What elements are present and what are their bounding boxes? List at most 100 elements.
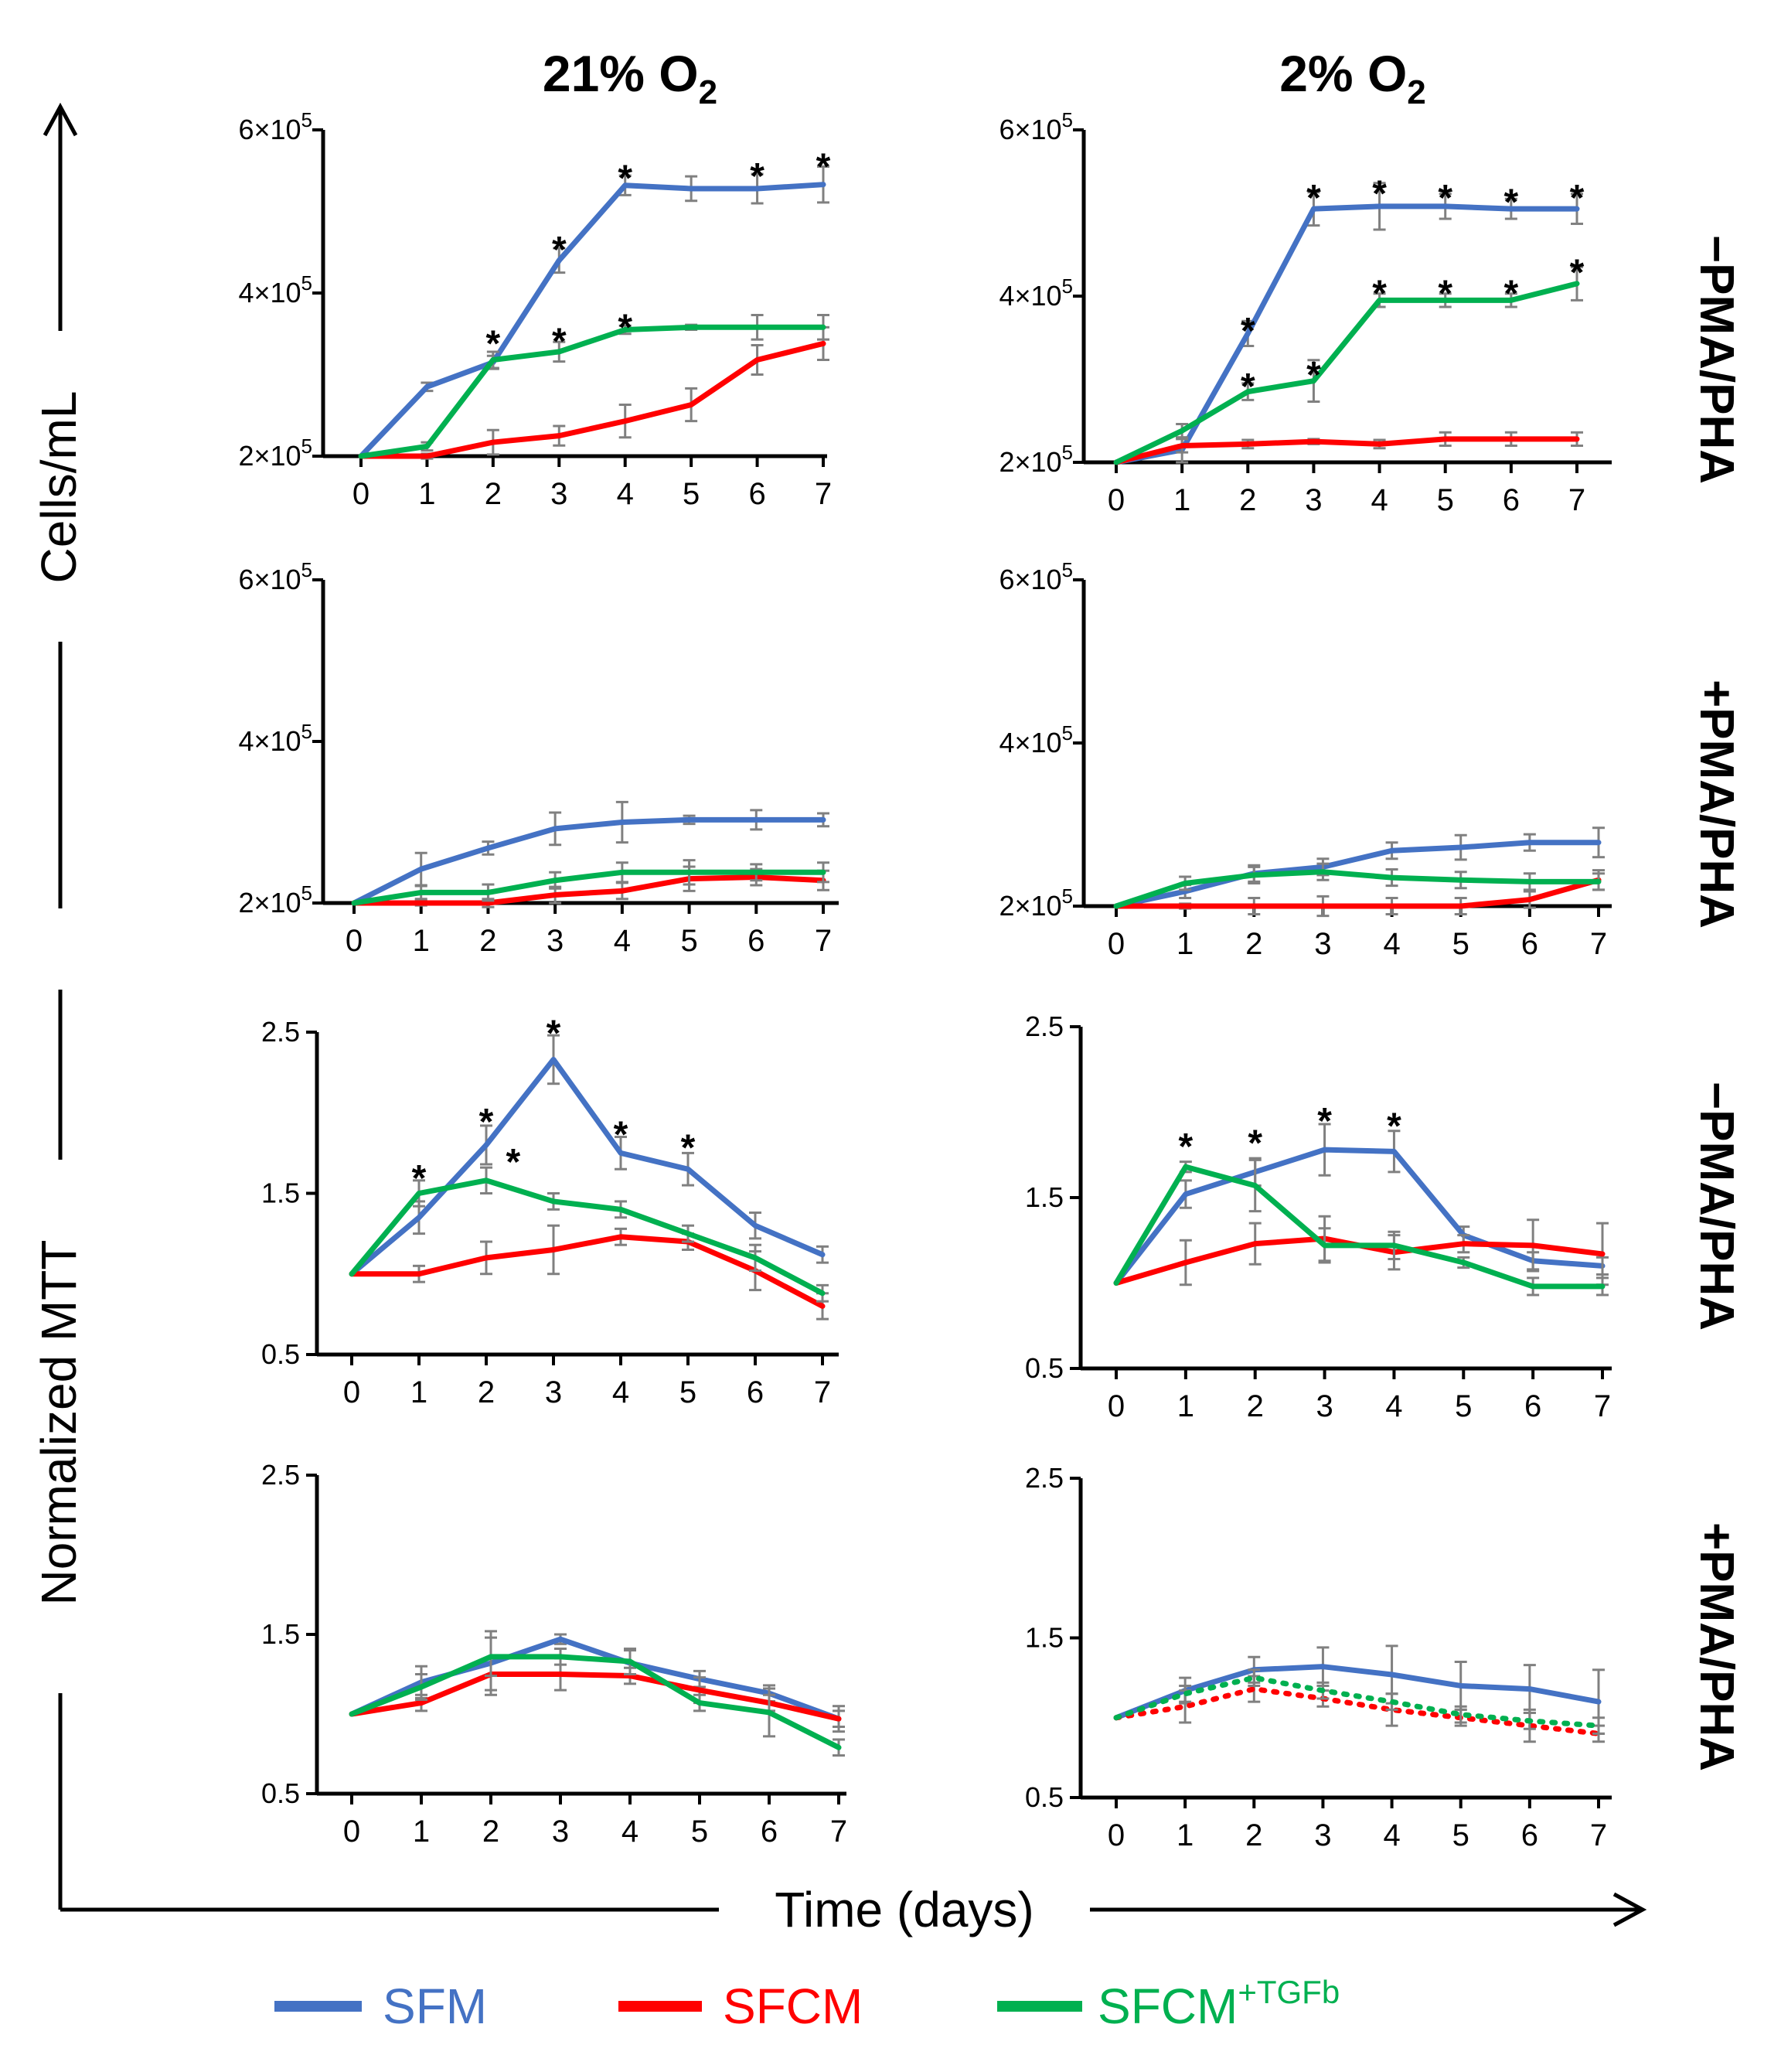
x-tick-label: 4 [1385,1389,1402,1423]
panel-d: 2×105 4×105 6×105 0 1 2 3 4 5 6 7 [999,558,1612,961]
significance-star: * [1504,182,1519,223]
series-sfcm-tgfb [349,1166,829,1303]
x-tick-label: 5 [1452,927,1469,961]
column-title-21-o2: 21% O2 [543,45,717,111]
x-tick-label: 0 [1108,1389,1125,1423]
line-sfm [1113,1147,1606,1286]
x-tick-label: 7 [1594,1389,1611,1423]
x-tick-label: 2 [1245,1818,1262,1852]
significance-star: * [1438,274,1452,315]
x-tick-label: 2 [479,924,496,958]
line-sfm [1113,840,1602,909]
y-tick-label: 4×105 [999,274,1073,312]
series-sfcm [1113,869,1605,918]
series-sfcm-tgfb [1113,1158,1609,1297]
significance-star: * [1241,366,1255,407]
x-tick-label: 6 [1524,1389,1541,1423]
significance-star: * [552,230,567,271]
significance-star: * [506,1142,520,1183]
y-tick-label: 2.5 [1025,1010,1064,1042]
x-tick-label: 1 [1177,1389,1194,1423]
panel-h: 0.5 1.5 2.5 0 1 2 3 4 5 6 7 [1025,1462,1612,1852]
column-title-2-o2: 2% O2 [1279,45,1426,111]
legend-label-sfm: SFM [383,1978,487,2034]
x-tick-label: 3 [1305,483,1322,517]
y-tick-label: 6×105 [238,558,312,595]
x-tick-label: 5 [691,1815,708,1849]
x-tick-label: 2 [1239,483,1256,517]
series-sfcm-tgfb [1113,265,1583,465]
row-label-3: −PMA/PHA [1690,1082,1743,1331]
significance-star: * [1570,178,1585,219]
x-tick-label: 4 [614,924,631,958]
y-tick-label: 2×105 [238,435,312,472]
series-sfcm-tgfb [349,1636,845,1757]
significance-star: * [618,158,632,199]
series-sfcm [1113,1215,1609,1286]
line-sfm [349,1056,826,1277]
x-tick-label: 7 [1590,1818,1607,1852]
panel-a: 2×105 4×105 6×105 0 1 2 3 4 5 6 7 * * * * * * * [238,108,832,511]
x-tick-label: 1 [418,477,435,511]
x-tick-label: 0 [343,1375,360,1409]
significance-star: * [750,156,765,197]
x-tick-label: 4 [1371,483,1388,517]
y-tick-label: 1.5 [1025,1181,1064,1213]
x-tick-label: 7 [1590,927,1607,961]
series-sfm [1113,182,1583,465]
y-tick-label: 1.5 [261,1177,300,1209]
line-sfcm [1113,436,1580,465]
series-sfcm-tgfb [1113,1668,1605,1735]
significance-star: * [1570,253,1585,294]
significance-star: * [1372,174,1387,215]
line-sfcm-tgfb [349,1654,842,1750]
x-tick-label: 0 [346,924,363,958]
x-tick-label: 6 [747,1375,764,1409]
x-tick-label: 6 [748,477,765,511]
x-tick-label: 1 [413,924,430,958]
x-tick-label: 7 [830,1815,847,1849]
x-tick-label: 3 [545,1375,562,1409]
significance-star: * [614,1115,628,1156]
y-tick-label: 4×105 [238,720,312,757]
y-tick-label: 0.5 [1025,1781,1064,1813]
line-sfcm [358,340,826,459]
x-tick-label: 2 [482,1815,499,1849]
panel-f: 0.5 1.5 2.5 0 1 2 3 4 5 6 7 * * * * [1025,1010,1612,1423]
x-tick-label: 3 [1316,1389,1333,1423]
y-tick-label: 6×105 [238,108,312,145]
x-tick-label: 0 [1108,483,1125,517]
series-sfcm-tgfb [358,313,829,459]
line-sfcm [1113,1686,1602,1736]
x-tick-label: 5 [1437,483,1454,517]
line-sfm [351,816,826,906]
significance-star: * [1241,311,1255,352]
significance-star: * [618,307,632,348]
x-tick-label: 5 [683,477,700,511]
x-tick-label: 0 [343,1815,360,1849]
significance-star: * [1248,1123,1262,1164]
significance-star: * [1306,178,1321,219]
chart-panels: 2×105 4×105 6×105 0 1 2 3 4 5 6 7 * * * * * * * 2×105 4×105… [238,108,1612,1852]
x-tick-label: 1 [413,1815,430,1849]
line-sfcm-tgfb [349,1177,826,1297]
x-axis-title: Time (days) [775,1882,1034,1937]
significance-star: * [1317,1101,1332,1142]
line-sfcm-tgfb [1113,869,1602,909]
panel-c: 2×105 4×105 6×105 0 1 2 3 4 5 6 7 [238,558,839,958]
y-tick-label: 2.5 [261,1016,300,1048]
y-tick-label: 2.5 [261,1459,300,1491]
x-tick-label: 1 [1177,927,1194,961]
x-tick-label: 5 [1455,1389,1472,1423]
significance-star: * [479,1102,494,1143]
x-tick-label: 0 [1108,927,1125,961]
x-tick-label: 5 [1452,1818,1469,1852]
y-tick-label: 0.5 [261,1338,300,1370]
cells-axis-arrow [43,102,78,908]
series-sfcm [1113,431,1583,465]
x-tick-label: 3 [552,1815,569,1849]
x-tick-label: 4 [612,1375,629,1409]
series-sfcm-tgfb [351,859,829,906]
significance-star: * [816,147,831,188]
